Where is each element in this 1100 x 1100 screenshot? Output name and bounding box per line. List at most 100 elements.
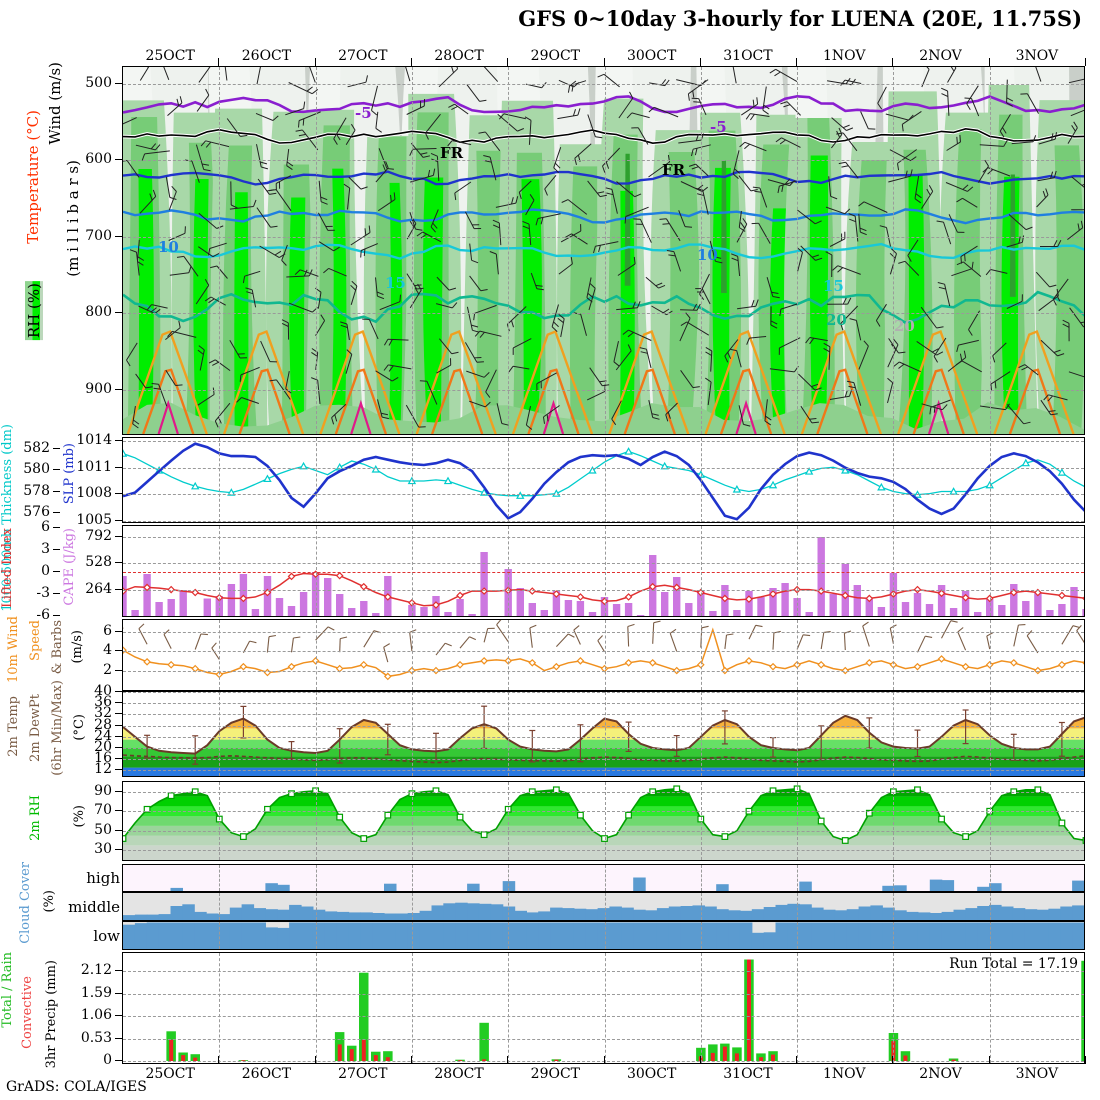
cloud-cover-bar — [1024, 922, 1038, 949]
cloud-cover-bar — [146, 922, 160, 949]
data-point — [167, 660, 175, 669]
gridline-vertical — [508, 893, 510, 920]
gridline-horizontal — [123, 692, 1084, 693]
cape-bar — [709, 611, 717, 616]
wind-barb-flag — [653, 620, 661, 624]
cloud-cover-bar — [526, 912, 539, 920]
date-tick — [988, 58, 990, 66]
plot-line — [319, 329, 401, 434]
gridline-pressure — [123, 313, 1084, 315]
precip-y-axis: 0 0.53 1.06 1.59 2.12 — [60, 952, 122, 1068]
data-point — [123, 449, 128, 457]
precip-convective-bar — [710, 1052, 715, 1061]
data-point — [913, 662, 922, 671]
precip-convective-bar — [554, 1059, 559, 1061]
gridline-vertical — [411, 67, 413, 434]
y-tick-mark — [115, 810, 122, 812]
pressure-tick-mark — [115, 312, 122, 314]
y-tick-mark — [115, 849, 122, 851]
gridline-horizontal — [123, 441, 1084, 442]
rh-y-axis: 30 50 70 90 — [60, 781, 122, 861]
cloud-cover-bar — [360, 912, 373, 920]
cloud-cover-bar — [277, 909, 290, 920]
gridline-vertical — [411, 865, 413, 891]
wind-barb — [796, 634, 804, 650]
y-tick-label: 12 — [94, 761, 112, 778]
wind-barb — [1013, 624, 1019, 647]
wind-barb-flag — [597, 635, 604, 641]
gridline-vertical — [893, 620, 895, 690]
run-total-label: Run Total = 17.19 — [949, 956, 1078, 972]
cape-bar — [974, 612, 982, 616]
cloud-cover-bar — [989, 904, 1002, 920]
data-point — [648, 658, 657, 667]
cape-bar — [636, 615, 645, 616]
y-tick-mark — [115, 735, 122, 737]
panel-lifted-index-cape — [122, 525, 1085, 617]
precip-total-bar — [383, 1051, 393, 1061]
gridline-vertical — [893, 893, 895, 920]
y-tick-mark — [115, 691, 122, 692]
rh-label-units: (%) — [72, 805, 87, 828]
y-tick-label: 24 — [94, 727, 112, 744]
wind-barb — [194, 633, 202, 650]
wind-barb — [652, 622, 655, 644]
cloud-cover-bar — [478, 903, 492, 920]
precip-convective-bar — [241, 1060, 246, 1061]
panel-cloud-high — [122, 864, 1085, 892]
cloud-cover-bar — [206, 913, 219, 920]
precip-convective-bar — [361, 1039, 366, 1061]
data-point — [1058, 819, 1066, 827]
gridline-vertical — [315, 67, 317, 434]
cloud-cover-bar — [1024, 909, 1038, 920]
y-tick-mark — [115, 713, 122, 715]
gridline-vertical — [604, 692, 606, 776]
gridline-vertical — [411, 692, 413, 776]
cloud-cover-bar — [965, 922, 978, 949]
gridline-vertical — [508, 67, 510, 434]
gridline-vertical — [989, 893, 991, 920]
data-point — [769, 662, 777, 671]
cape-bar — [877, 607, 886, 616]
data-point — [288, 790, 295, 798]
panel-10m-wind — [122, 619, 1085, 691]
pressure-tick-800: 800 — [85, 304, 112, 321]
data-point — [287, 662, 296, 671]
cloud-cover-bar — [846, 922, 860, 949]
plot-svg — [123, 442, 1084, 521]
gridline-vertical — [508, 953, 510, 1063]
gridline-vertical — [797, 526, 799, 616]
cape-bar — [949, 608, 958, 616]
data-point — [263, 474, 272, 483]
cape-bar — [685, 603, 693, 616]
cape-bar — [516, 588, 524, 616]
plot-line — [126, 329, 208, 434]
cloud-cover-bar — [953, 922, 966, 949]
profile-label-temperature: Temperature (°C) — [24, 110, 42, 244]
cloud-cover-bar — [1036, 909, 1049, 920]
wind-label-units: (m/s) — [70, 630, 85, 664]
gridline-vertical — [797, 67, 799, 434]
cloud-cover-bar — [882, 885, 895, 891]
gridline-horizontal — [123, 703, 1084, 705]
rh-shading — [667, 152, 700, 434]
y-tick-label: 2 — [103, 661, 112, 678]
gridline-horizontal — [123, 993, 1084, 995]
cloud-cover-bar — [336, 911, 350, 920]
precip-total-bar — [708, 1044, 718, 1061]
cape-bar — [1046, 610, 1054, 616]
cape-bar — [540, 610, 548, 616]
cloud-cover-bar — [799, 922, 812, 949]
cape-label-cape: CAPE (J/kg) — [62, 528, 77, 606]
gridline-vertical — [411, 782, 413, 860]
precip-convective-bar — [458, 1060, 463, 1061]
gridline-vertical — [508, 438, 510, 522]
gridline-vertical — [315, 620, 317, 690]
date-label-26oct: 26OCT — [241, 1066, 292, 1082]
cloud-cover-bar — [870, 905, 883, 920]
gridline-horizontal — [123, 725, 1084, 727]
cape-bar — [179, 590, 187, 616]
cloud-cover-bar — [728, 922, 741, 949]
cloud-cover-bar — [348, 922, 361, 949]
y-tick-label: 0 — [41, 563, 50, 579]
